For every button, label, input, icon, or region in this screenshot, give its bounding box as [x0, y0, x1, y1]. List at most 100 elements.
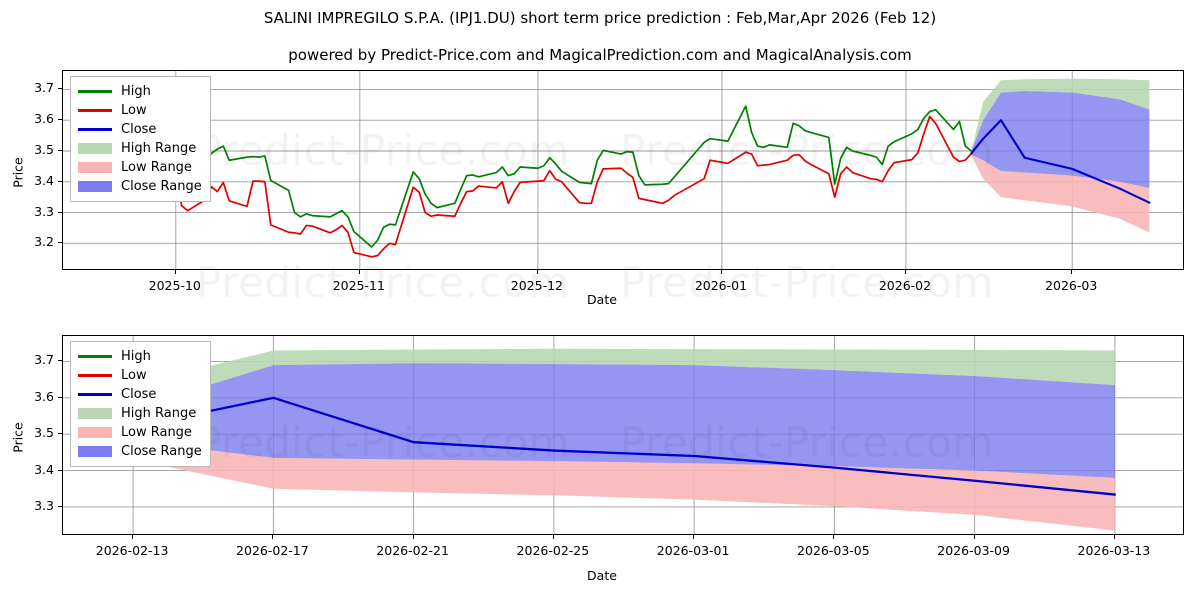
x-tick-mark [412, 535, 414, 539]
x-tick-mark [272, 535, 274, 539]
x-tick-mark [358, 270, 360, 274]
y-tick-label: 3.7 [34, 352, 54, 368]
legend-swatch-icon [78, 180, 112, 193]
legend-item-close: Close [78, 385, 202, 404]
y-tick-mark [58, 180, 62, 182]
legend-swatch-icon [78, 369, 112, 382]
x-tick-mark [174, 270, 176, 274]
y-tick-label: 3.3 [34, 497, 54, 513]
x-tick-label: 2025-11 [332, 278, 385, 293]
legend-swatch-icon [78, 426, 112, 439]
legend-label: Low [121, 368, 147, 383]
y-tick-mark [58, 242, 62, 244]
x-tick-label: 2026-03-13 [1077, 543, 1151, 558]
page-title: SALINI IMPREGILO S.P.A. (IPJ1.DU) short … [263, 9, 937, 27]
y-tick-label: 3.2 [34, 234, 54, 250]
legend-item-low: Low [78, 366, 202, 385]
x-tick-label: 2026-02-21 [376, 543, 449, 558]
y-tick-label: 3.4 [34, 172, 54, 188]
x-tick-mark [1113, 535, 1115, 539]
legend-item-close-range: Close Range [78, 177, 202, 196]
legend-swatch-icon [78, 85, 112, 98]
bottom-chart-plot-area [62, 335, 1184, 535]
x-tick-label: 2025-10 [148, 278, 201, 293]
x-tick-label: 2026-03 [1045, 278, 1098, 293]
x-tick-mark [833, 535, 835, 539]
x-tick-mark [536, 270, 538, 274]
x-tick-mark [720, 270, 722, 274]
x-tick-label: 2026-01 [694, 278, 748, 293]
y-tick-mark [58, 88, 62, 90]
y-tick-label: 3.7 [34, 80, 54, 96]
top-chart-legend: High Low Close High Range Low Range Close Ran… [70, 76, 211, 202]
legend-item-low-range: Low Range [78, 158, 202, 177]
bottom-chart-legend: High Low Close High Range Low Range Close Ran… [70, 341, 211, 467]
legend-item-close-range: Close Range [78, 442, 202, 461]
legend-label: Low Range [121, 160, 192, 175]
legend-swatch-icon [78, 445, 112, 458]
series-line-low [79, 115, 973, 258]
y-tick-mark [58, 396, 62, 398]
y-tick-mark [58, 119, 62, 121]
y-tick-label: 3.4 [34, 461, 54, 477]
x-tick-mark [552, 535, 554, 539]
legend-item-low-range: Low Range [78, 423, 202, 442]
y-tick-label: 3.6 [34, 388, 54, 404]
bottom-chart-svg [63, 336, 1183, 534]
legend-swatch-icon [78, 388, 112, 401]
x-tick-label: 2026-02 [878, 278, 932, 293]
bottom-chart-x-axis-label: Date [587, 568, 617, 583]
legend-label: Close Range [121, 179, 202, 194]
y-tick-mark [58, 150, 62, 151]
x-tick-label: 2026-03-09 [937, 543, 1010, 558]
y-tick-mark [58, 360, 62, 362]
x-tick-mark [132, 535, 134, 539]
y-tick-mark [58, 469, 62, 471]
bottom-chart-panel: Price 3.3 3.4 3.5 3.6 3.7 2026-02-13 2026-02-… [0, 310, 1200, 600]
legend-item-high: High [78, 82, 202, 101]
x-tick-mark [1071, 270, 1073, 274]
y-tick-label: 3.5 [34, 425, 54, 441]
x-tick-label: 2026-03-05 [797, 543, 870, 558]
legend-label: High [121, 349, 151, 364]
legend-label: Close [121, 387, 157, 402]
y-tick-label: 3.3 [34, 203, 54, 219]
y-tick-label: 3.6 [34, 111, 54, 127]
x-tick-mark [904, 270, 906, 274]
top-chart-svg [63, 71, 1183, 269]
legend-swatch-icon [78, 161, 112, 174]
series-line-close [970, 119, 1151, 204]
x-tick-label: 2026-03-01 [656, 543, 730, 558]
legend-item-high-range: High Range [78, 139, 202, 158]
y-tick-mark [58, 211, 62, 213]
legend-swatch-icon [78, 142, 112, 155]
legend-item-high: High [78, 347, 202, 366]
page-subtitle: powered by Predict-Price.com and Magical… [288, 46, 912, 64]
x-tick-mark [973, 535, 975, 539]
top-chart-plot-area [62, 70, 1184, 270]
top-chart-x-axis-label: Date [587, 292, 617, 307]
y-tick-label: 3.5 [34, 142, 54, 157]
x-tick-label: 2026-02-13 [95, 543, 169, 558]
series-line-high [79, 105, 973, 248]
legend-label: High Range [121, 406, 197, 421]
legend-label: High Range [121, 141, 197, 156]
legend-item-close: Close [78, 120, 202, 139]
legend-label: Close [121, 122, 157, 137]
x-tick-label: 2026-02-17 [236, 543, 309, 558]
y-tick-mark [58, 505, 62, 507]
legend-label: High [121, 84, 151, 99]
x-tick-mark [693, 535, 695, 539]
top-chart-panel: Price 3.2 3.3 3.4 3.5 3.6 3.7 2025-10 2025-11 2… [11, 70, 1184, 307]
legend-item-low: Low [78, 101, 202, 120]
legend-label: Low [121, 103, 147, 118]
x-tick-label: 2025-12 [510, 278, 564, 293]
legend-swatch-icon [78, 123, 112, 136]
legend-label: Close Range [121, 444, 202, 459]
legend-swatch-icon [78, 104, 112, 117]
legend-item-high-range: High Range [78, 404, 202, 423]
x-tick-label: 2026-02-25 [516, 543, 590, 558]
legend-swatch-icon [78, 407, 112, 420]
legend-label: Low Range [121, 425, 192, 440]
